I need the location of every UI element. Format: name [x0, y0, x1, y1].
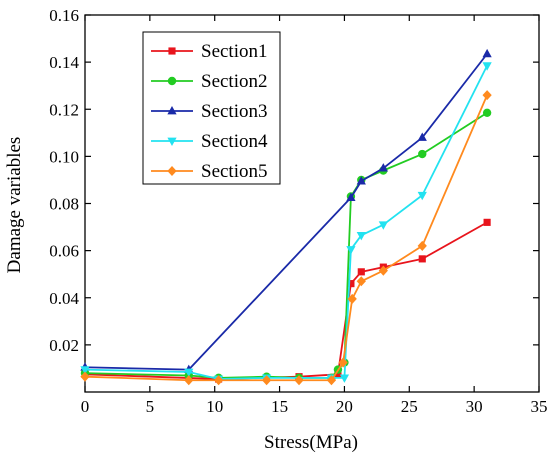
- legend-label: Section5: [201, 161, 268, 182]
- legend-label: Section1: [201, 41, 268, 62]
- data-point: [326, 375, 337, 386]
- data-point: [417, 132, 427, 141]
- data-point: [482, 90, 492, 101]
- axes: 0 5 10 15 20 25 30 35 0.02 0.04 0.06 0.08 0.10 0.12 0.…: [49, 6, 547, 416]
- legend-swatch-marker: [167, 165, 177, 177]
- data-point: [417, 240, 427, 251]
- series-section1: [81, 218, 491, 383]
- x-axis-title: Stress(MPa): [264, 432, 358, 453]
- legend-item: Section1: [151, 41, 268, 62]
- series-section3: [80, 48, 492, 373]
- legend-label: Section2: [201, 71, 268, 92]
- y-tick-label: 0.06: [49, 242, 79, 261]
- data-point: [356, 231, 366, 241]
- data-point: [347, 280, 355, 288]
- legend-item: Section4: [151, 131, 268, 152]
- data-point: [418, 149, 427, 159]
- legend-swatch-marker: [167, 137, 177, 147]
- series-section2: [80, 108, 492, 383]
- data-point: [482, 108, 492, 117]
- data-point: [418, 255, 426, 263]
- data-point: [261, 375, 272, 386]
- series-layer: [80, 48, 492, 386]
- x-tick-label: 15: [271, 397, 288, 416]
- series-line-section5: [84, 94, 488, 382]
- y-tick-label: 0.12: [49, 100, 79, 119]
- legend-swatch-marker: [168, 47, 176, 55]
- data-point: [334, 370, 342, 378]
- x-tick-label: 20: [336, 397, 353, 416]
- data-point: [356, 176, 366, 185]
- y-tick-label: 0.04: [49, 289, 79, 308]
- data-point: [184, 375, 194, 386]
- data-point: [378, 221, 388, 230]
- data-point: [356, 276, 366, 287]
- legend-label: Section4: [201, 131, 268, 152]
- data-point: [346, 246, 356, 255]
- data-point: [184, 368, 194, 378]
- data-point: [339, 374, 350, 383]
- x-tick-label: 5: [146, 397, 155, 416]
- data-point: [357, 268, 365, 276]
- x-tick-label: 10: [206, 397, 223, 416]
- x-tick-label: 25: [401, 397, 418, 416]
- y-tick-label: 0.10: [49, 147, 79, 166]
- data-point: [80, 366, 90, 375]
- data-point: [346, 192, 356, 201]
- x-tick-label: 0: [81, 397, 90, 416]
- data-point: [338, 357, 348, 368]
- series-section4: [80, 62, 492, 385]
- data-point: [417, 191, 427, 201]
- legend-box: [142, 31, 281, 185]
- data-point: [80, 371, 90, 382]
- series-section5: [80, 90, 492, 386]
- y-tick-label: 0.02: [49, 336, 79, 355]
- legend-swatch-marker: [167, 76, 177, 86]
- y-axis-title: Damage variables: [4, 137, 25, 274]
- legend: Section1 Section2 Section3 Section4 Section5: [142, 31, 281, 185]
- y-tick-label: 0.08: [49, 195, 79, 214]
- y-tick-label: 0.16: [49, 6, 79, 25]
- legend-label: Section3: [201, 101, 268, 122]
- data-point: [483, 218, 491, 226]
- y-tick-label: 0.14: [49, 53, 79, 72]
- x-tick-label: 35: [531, 397, 548, 416]
- legend-item: Section2: [151, 71, 268, 92]
- data-point: [378, 265, 388, 276]
- data-point: [482, 48, 492, 58]
- legend-item: Section3: [151, 101, 268, 122]
- data-point: [347, 293, 357, 304]
- data-point: [213, 375, 224, 386]
- data-point: [482, 62, 492, 71]
- x-tick-label: 30: [466, 397, 483, 416]
- data-point: [294, 375, 304, 386]
- data-point: [378, 163, 388, 172]
- legend-item: Section5: [151, 161, 268, 182]
- legend-swatch-marker: [167, 105, 177, 115]
